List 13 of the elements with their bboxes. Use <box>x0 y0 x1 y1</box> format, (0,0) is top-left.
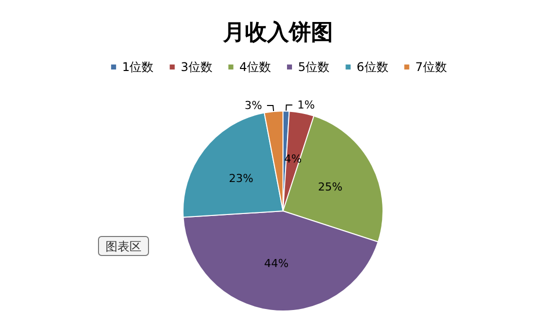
data-label: 25% <box>318 180 342 194</box>
data-label: 44% <box>264 257 289 270</box>
legend-label: 3位数 <box>180 60 212 74</box>
legend-label: 4位数 <box>239 60 272 74</box>
legend-label: 1位数 <box>122 60 154 74</box>
data-label: 23% <box>228 172 254 186</box>
text: 图表区 <box>106 240 142 254</box>
data-label: 1% <box>297 98 315 112</box>
legend-label: 6位数 <box>356 60 388 74</box>
legend-label: 5位数 <box>298 60 330 74</box>
chart-title: 月收入饼图 <box>222 20 333 44</box>
legend-label: 7位数 <box>415 60 447 74</box>
data-label: 3% <box>244 98 262 112</box>
